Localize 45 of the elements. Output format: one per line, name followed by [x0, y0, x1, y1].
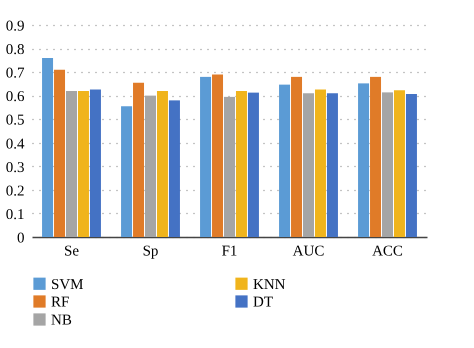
- bar: [54, 70, 66, 237]
- y-tick-label: 0.2: [6, 183, 24, 200]
- legend-label: RF: [51, 294, 70, 310]
- x-tick-label: Se: [64, 244, 80, 260]
- bar: [314, 90, 326, 237]
- y-tick-label: 0.7: [6, 66, 25, 82]
- bar: [224, 96, 235, 237]
- y-tick-label: 0.8: [6, 42, 24, 58]
- y-tick-label: 0.1: [6, 206, 24, 223]
- bar: [303, 93, 314, 237]
- y-tick-label: 0.9: [6, 18, 24, 34]
- bar: [145, 96, 156, 237]
- x-tick-label: AUC: [292, 244, 324, 260]
- y-tick-label: 0.6: [6, 89, 25, 106]
- bar: [66, 90, 77, 237]
- bar: [406, 94, 417, 237]
- legend-label: KNN: [253, 276, 286, 293]
- bar: [394, 90, 405, 237]
- legend-label: NB: [51, 312, 72, 328]
- y-tick-label: 0.3: [6, 160, 24, 176]
- bar: [358, 83, 370, 237]
- y-tick-label: 0.4: [6, 136, 25, 152]
- bar: [156, 90, 168, 237]
- x-tick-label: Sp: [142, 244, 158, 260]
- bar: [200, 76, 212, 237]
- legend-label: DT: [253, 294, 273, 310]
- bar: [291, 76, 302, 237]
- x-tick-label: F1: [222, 244, 238, 260]
- bar: [236, 90, 247, 237]
- bar: [42, 58, 54, 237]
- bar: [78, 90, 89, 237]
- bar: [370, 76, 382, 237]
- legend-label: SVM: [51, 276, 84, 293]
- bar: [212, 74, 224, 237]
- bar: [168, 100, 180, 237]
- y-tick-label: 0: [17, 230, 24, 246]
- bar: [90, 90, 101, 237]
- bar: [279, 84, 290, 237]
- bar: [248, 92, 259, 237]
- bar: [133, 82, 144, 237]
- bar: [121, 106, 132, 237]
- y-tick-label: 0.5: [6, 112, 24, 129]
- bar: [326, 93, 338, 237]
- bar: [382, 92, 393, 237]
- x-tick-label: ACC: [372, 244, 403, 260]
